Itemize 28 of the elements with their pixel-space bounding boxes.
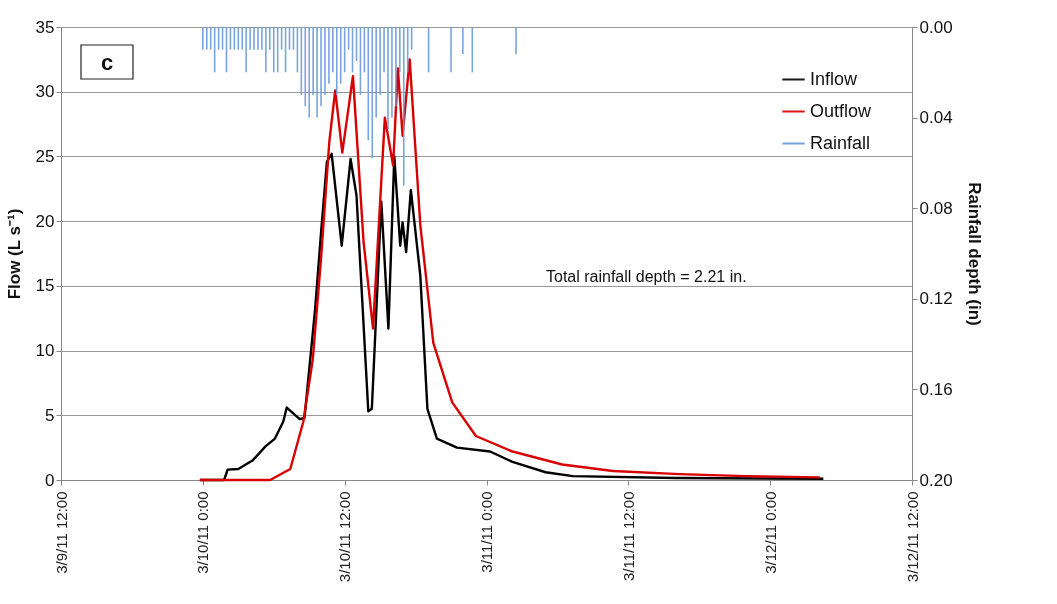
y-tick-label: 10	[35, 341, 55, 361]
annotation: Total rainfall depth = 2.21 in.	[546, 268, 747, 285]
x-tick-label: 3/11/11 12:00	[619, 491, 637, 582]
x-tick-label: 3/10/11 0:00	[194, 491, 212, 574]
legend-label: Inflow	[810, 68, 859, 89]
y2-axis-title: Rainfall depth (in)	[964, 182, 984, 326]
y2-tick-label: 0.16	[919, 379, 953, 399]
x-tick-label: 3/11/11 0:00	[478, 491, 495, 573]
y2-tick-label: 0.08	[919, 198, 953, 218]
x-tick-label: 3/12/11 12:00	[903, 491, 921, 583]
y-tick-label: 5	[45, 405, 55, 425]
y-tick-label: 0	[45, 470, 55, 490]
y2-tick-label: 0.00	[919, 17, 953, 37]
x-tick-label: 3/12/11 0:00	[761, 491, 779, 574]
y-tick-label: 15	[35, 276, 55, 296]
y-tick-label: 35	[35, 17, 55, 37]
y-tick-label: 30	[35, 82, 55, 102]
y2-tick-label: 0.12	[919, 289, 953, 309]
legend-label: Outflow	[810, 100, 873, 121]
y-tick-label: 25	[35, 146, 55, 166]
y2-tick-label: 0.20	[919, 470, 953, 490]
annotation: c	[100, 50, 114, 75]
y-axis-title: Flow (L s⁻¹)	[4, 208, 24, 300]
x-tick-label: 3/10/11 12:00	[336, 491, 354, 583]
y-tick-label: 20	[35, 211, 55, 231]
legend-label: Rainfall	[810, 132, 871, 153]
x-tick-label: 3/9/11 12:00	[52, 491, 70, 574]
y2-tick-label: 0.04	[919, 108, 953, 128]
